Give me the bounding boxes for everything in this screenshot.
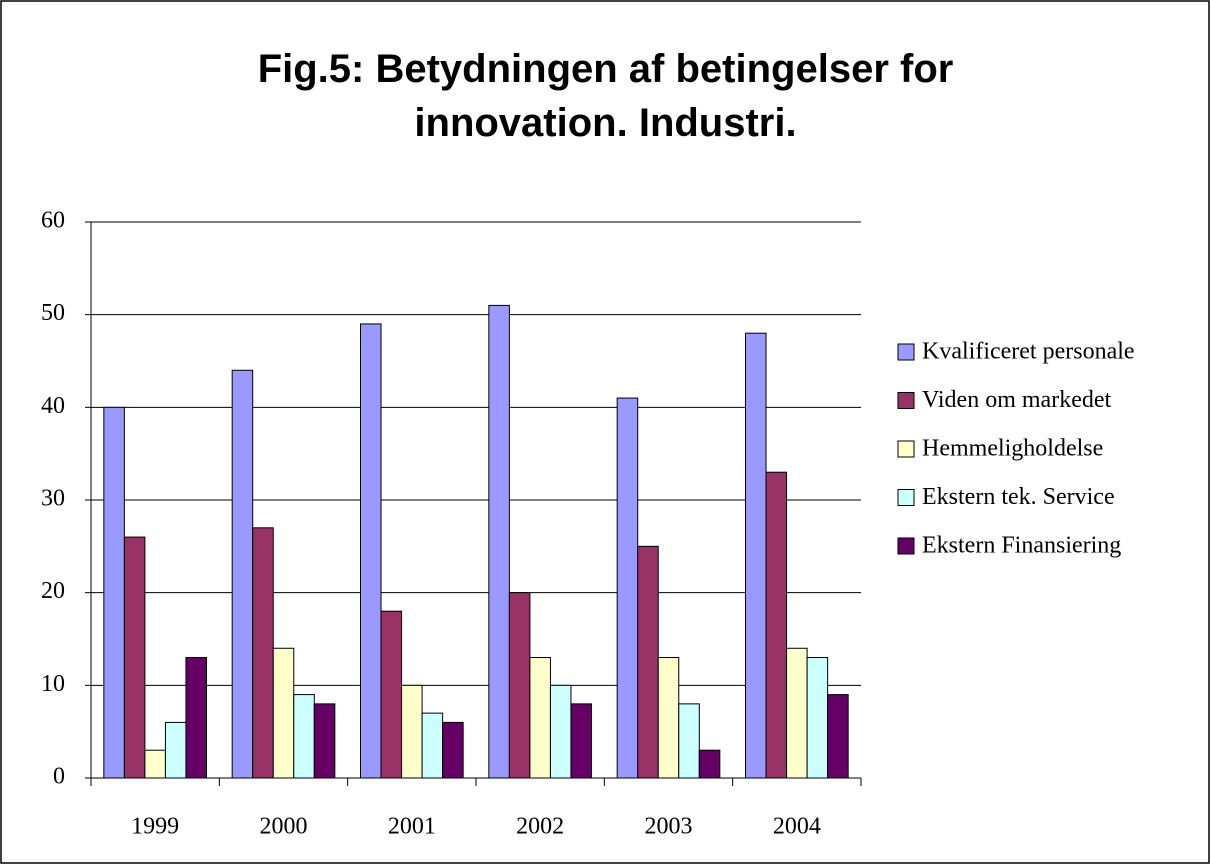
bar [293,694,315,779]
bar [360,323,382,779]
bar [488,304,510,779]
bar [657,657,680,779]
bar [164,721,187,779]
bar [698,749,721,779]
bar [549,684,572,779]
bar [745,332,767,779]
legend-swatch [897,392,915,409]
y-tick-label: 60 [41,208,65,234]
bar [103,406,125,779]
bar [421,712,444,779]
bar [616,397,639,779]
bar [508,592,531,779]
legend-swatch [897,489,915,506]
bar [185,657,207,779]
y-tick-label: 20 [41,578,65,604]
bar [529,657,551,779]
x-tick-label: 2002 [516,814,564,840]
title-box: Fig.5: Betydningen af betingelser for in… [0,42,1211,150]
chart-title: Fig.5: Betydningen af betingelser for in… [257,47,954,145]
bar [401,684,423,779]
bar [678,703,700,779]
x-tick-label: 2004 [773,814,821,840]
legend-label: Ekstern Finansiering [922,533,1121,559]
x-tick-label: 2003 [645,814,693,840]
bar [252,527,274,779]
legend-swatch [897,440,915,458]
legend-label: Viden om markedet [922,387,1111,413]
bar [786,647,808,779]
x-tick-label: 1999 [131,814,179,840]
y-tick-label: 0 [53,764,65,790]
bar [765,471,788,779]
bar [442,721,464,779]
bar [123,536,146,779]
y-tick-label: 50 [41,300,65,326]
bar [144,749,166,779]
bar [380,610,403,779]
legend-label: Kvalificeret personale [922,339,1135,365]
bar [570,703,593,779]
y-tick-label: 40 [41,393,65,419]
x-tick-label: 2000 [260,814,308,840]
bar [827,694,849,779]
bar [231,369,254,779]
legend-label: Ekstern tek. Service [922,484,1115,510]
bar [637,545,659,779]
bar [272,647,295,779]
y-tick-label: 10 [41,671,65,697]
bar [806,657,829,779]
legend-swatch [897,537,915,555]
legend-swatch [897,343,915,361]
y-tick-label: 30 [41,486,65,512]
x-tick-label: 2001 [388,814,436,840]
bar [313,703,336,779]
legend-label: Hemmeligholdelse [922,436,1103,462]
